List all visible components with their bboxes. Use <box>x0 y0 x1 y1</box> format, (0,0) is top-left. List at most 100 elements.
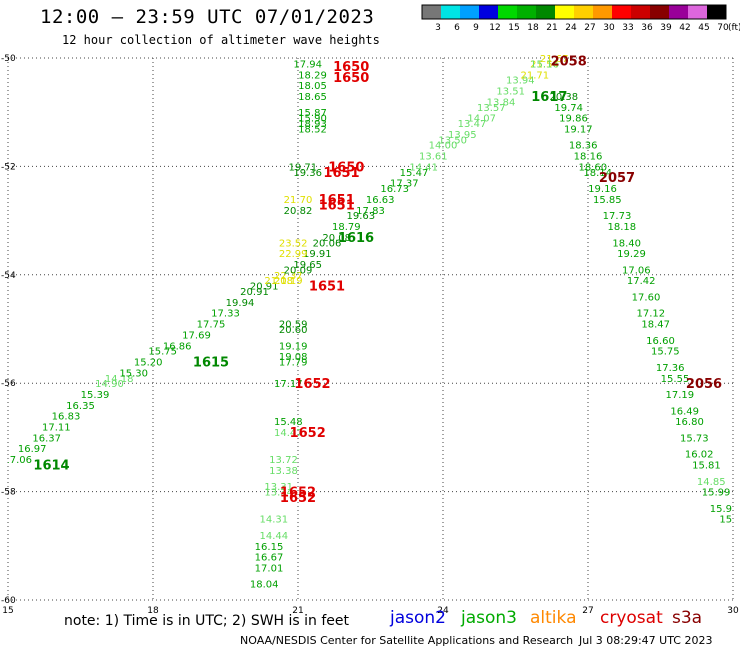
wave-height-value: 15.48 <box>274 417 303 428</box>
wave-height-value: 16.73 <box>380 184 409 195</box>
wave-height-value: 21.19 <box>274 276 303 287</box>
satellite-label-jason2: jason2 <box>390 608 446 628</box>
legend-swatch <box>555 5 574 19</box>
legend-swatch <box>574 5 593 19</box>
wave-height-value: 13.47 <box>458 119 487 130</box>
wave-height-value: 15.90 <box>298 114 327 125</box>
wave-height-value: 18.47 <box>641 320 670 331</box>
wave-height-value: 13.34 <box>264 488 293 499</box>
satellite-label-altika: altika <box>530 608 577 628</box>
wave-height-value: 17.01 <box>255 563 284 574</box>
legend-label: 70 <box>717 23 729 33</box>
x-tick-label: 24 <box>437 606 449 616</box>
wave-height-value: 14.85 <box>697 477 726 488</box>
legend-swatch <box>498 5 517 19</box>
wave-height-value: 13.57 <box>477 103 506 114</box>
y-tick-label: -58 <box>1 488 16 498</box>
wave-height-value: 17.33 <box>211 309 240 320</box>
wave-height-marks: 17.0616.9716.3717.1116.8316.3515.3914.90… <box>8 54 732 591</box>
wave-height-value: 19.71 <box>289 162 318 173</box>
wave-height-value: 18.29 <box>298 70 327 81</box>
legend-swatch <box>707 5 726 19</box>
legend-swatch <box>650 5 669 19</box>
legend-swatch <box>517 5 536 19</box>
legend-label: 12 <box>489 23 500 33</box>
pass-time-label: 1615 <box>193 356 229 371</box>
wave-height-value: 19.91 <box>303 249 332 260</box>
wave-height-value: 17.37 <box>390 179 419 190</box>
wave-height-value: 16.80 <box>675 417 704 428</box>
wave-height-value: 15.55 <box>661 374 690 385</box>
wave-height-value: 17.12 <box>637 309 666 320</box>
wave-height-value: 14.41 <box>409 162 438 173</box>
wave-height-value: 16.83 <box>52 412 81 423</box>
wave-height-value: 18.04 <box>250 580 279 591</box>
wave-height-value: 14.44 <box>260 531 289 542</box>
wave-height-value: 19.16 <box>588 184 617 195</box>
wave-height-value: 20.60 <box>279 325 308 336</box>
wave-height-value: 13.51 <box>496 87 525 98</box>
wave-height-value: 17.73 <box>603 211 632 222</box>
wave-height-value: 15.39 <box>81 390 110 401</box>
legend-swatch <box>669 5 688 19</box>
wave-height-value: 16.97 <box>18 444 47 455</box>
wave-height-value: 20.82 <box>284 206 313 217</box>
wave-height-value: 17.36 <box>656 363 685 374</box>
wave-height-value: 21.71 <box>521 70 550 81</box>
wave-height-value: 13.94 <box>506 76 535 87</box>
pass-time-label: 1652 <box>280 486 316 501</box>
wave-height-plot: 15 18 21 24 27 30-50-52-54-56-58-6017.0616.97… <box>1 54 739 616</box>
wave-height-value: 19.74 <box>554 103 583 114</box>
wave-height-value: 17.11 <box>42 423 71 434</box>
wave-height-value: 16.60 <box>646 336 675 347</box>
pass-time-label: 1652 <box>290 426 326 441</box>
wave-height-value: 19.36 <box>293 168 322 179</box>
wave-height-value: 13.84 <box>487 97 516 108</box>
pass-time-label: 1652 <box>294 377 330 392</box>
legend-swatch <box>688 5 707 19</box>
wave-height-value: 15.75 <box>148 347 177 358</box>
satellite-label-jason3: jason3 <box>461 608 517 628</box>
page-title: 12:00 — 23:59 UTC 07/01/2023 <box>40 6 375 28</box>
wave-height-value: 20.38 <box>550 92 579 103</box>
legend-label: 3 <box>435 23 441 33</box>
wave-height-value: 15.85 <box>593 195 622 206</box>
y-tick-label: -60 <box>1 596 16 606</box>
wave-height-value: 23.52 <box>279 238 308 249</box>
wave-height-value: 20.06 <box>313 238 342 249</box>
y-tick-label: -50 <box>1 54 16 64</box>
legend-label: 30 <box>603 23 615 33</box>
legend-label: 24 <box>565 23 577 33</box>
wave-height-value: 15.87 <box>298 108 327 119</box>
wave-height-value: 17.06 <box>622 265 651 276</box>
pass-time-label: 2057 <box>599 171 635 186</box>
wave-height-value: 14.07 <box>467 114 496 125</box>
wave-height-value: 20.09 <box>284 265 313 276</box>
y-tick-label: -56 <box>1 379 16 389</box>
wave-height-value: 15.16 <box>530 59 559 70</box>
wave-height-value: 17.42 <box>627 276 656 287</box>
legend-label: 15 <box>508 23 519 33</box>
wave-height-value: 17.79 <box>279 358 308 369</box>
satellite-label-cryosat: cryosat <box>600 608 663 628</box>
x-tick-label: 27 <box>582 606 593 616</box>
x-tick-label: 18 <box>147 606 159 616</box>
satellite-label-s3a: s3a <box>672 608 703 628</box>
wave-height-value: 16.37 <box>32 433 61 444</box>
wave-height-value: 15.99 <box>702 488 731 499</box>
wave-height-value: 20.59 <box>279 320 308 331</box>
wave-height-value: 18.40 <box>612 238 641 249</box>
wave-height-value: 19.86 <box>559 114 588 125</box>
page-subtitle: 12 hour collection of altimeter wave hei… <box>62 33 380 47</box>
legend-swatch <box>460 5 479 19</box>
x-tick-label: 30 <box>727 606 739 616</box>
legend-frame <box>421 4 727 20</box>
wave-height-value: 18.65 <box>298 92 327 103</box>
y-tick-label: -52 <box>1 162 16 172</box>
wave-height-value: 17.19 <box>666 390 695 401</box>
wave-height-value: 18.36 <box>569 141 598 152</box>
wave-height-value: 21.70 <box>284 195 313 206</box>
wave-height-value: 19.63 <box>347 211 376 222</box>
wave-height-value: 18.93 <box>298 119 327 130</box>
legend-swatch <box>479 5 498 19</box>
